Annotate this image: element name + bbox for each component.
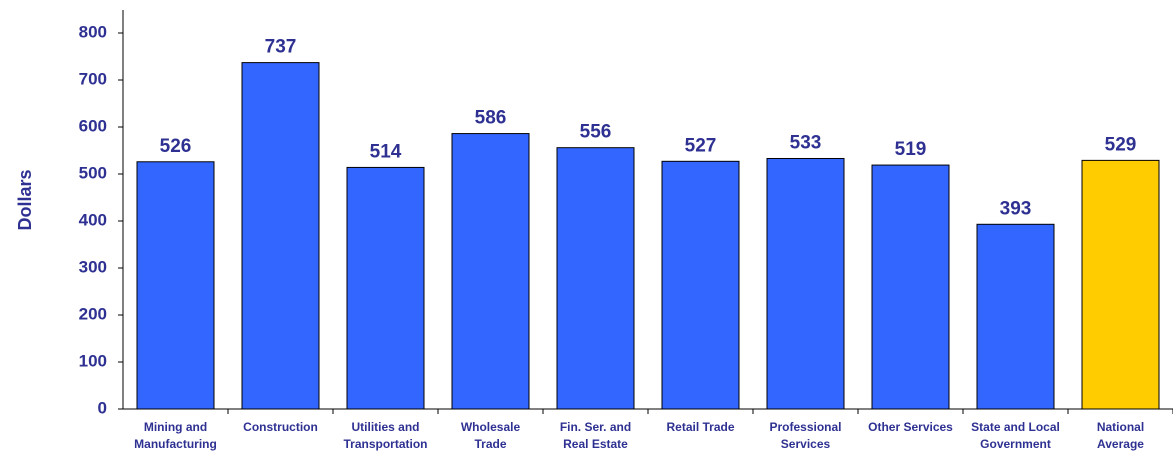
category-label: National <box>1097 420 1144 434</box>
bar-value-label: 556 <box>580 122 612 143</box>
category-label: Utilities and <box>351 420 419 434</box>
category-label: Wholesale <box>461 420 521 434</box>
bar <box>451 133 530 410</box>
bar-value-label: 519 <box>895 139 927 160</box>
bar <box>871 164 950 410</box>
y-tick-label: 800 <box>79 22 107 41</box>
category-label: Transportation <box>343 437 427 451</box>
bar <box>556 147 635 410</box>
y-tick-label: 0 <box>98 398 107 417</box>
data-labels: 526 737 514 586 556 527 533 519 393 529 <box>160 37 1137 220</box>
bar <box>766 157 845 410</box>
bar <box>1081 159 1160 410</box>
bar-value-label: 527 <box>685 135 717 156</box>
bar-value-label: 586 <box>475 108 507 129</box>
bar-value-label: 393 <box>1000 198 1032 219</box>
category-label: Services <box>781 437 831 451</box>
bar-value-label: 526 <box>160 136 192 157</box>
y-tick-label: 100 <box>79 351 107 370</box>
category-label: Average <box>1097 437 1144 451</box>
category-label: Mining and <box>144 420 207 434</box>
bar <box>136 161 215 410</box>
category-label: Professional <box>769 420 841 434</box>
bar <box>346 166 425 410</box>
category-label: Manufacturing <box>134 437 217 451</box>
category-label: Real Estate <box>563 437 628 451</box>
category-label: Other Services <box>868 420 953 434</box>
y-tick-label: 400 <box>79 210 107 229</box>
y-axis-ticks: 0 100 200 300 400 500 600 700 800 <box>79 22 1173 417</box>
category-label: Retail Trade <box>666 420 734 434</box>
bar-value-label: 529 <box>1105 134 1137 155</box>
category-label: State and Local <box>971 420 1060 434</box>
bar-value-label: 514 <box>370 141 402 162</box>
y-tick-label: 200 <box>79 304 107 323</box>
y-tick-label: 300 <box>79 257 107 276</box>
y-tick-label: 600 <box>79 116 107 135</box>
y-tick-label: 500 <box>79 163 107 182</box>
category-label: Government <box>980 437 1051 451</box>
y-axis-label: Dollars <box>15 169 35 230</box>
category-label: Trade <box>474 437 506 451</box>
bar <box>661 160 740 410</box>
category-label: Fin. Ser. and <box>560 420 631 434</box>
category-label: Construction <box>243 420 318 434</box>
bar-value-label: 737 <box>265 37 297 58</box>
bar-value-label: 533 <box>790 132 822 153</box>
bars <box>136 62 1160 410</box>
bar <box>241 62 320 410</box>
bar <box>976 223 1055 410</box>
category-labels: Mining and Manufacturing Construction Utili… <box>134 420 1144 451</box>
y-tick-label: 700 <box>79 69 107 88</box>
